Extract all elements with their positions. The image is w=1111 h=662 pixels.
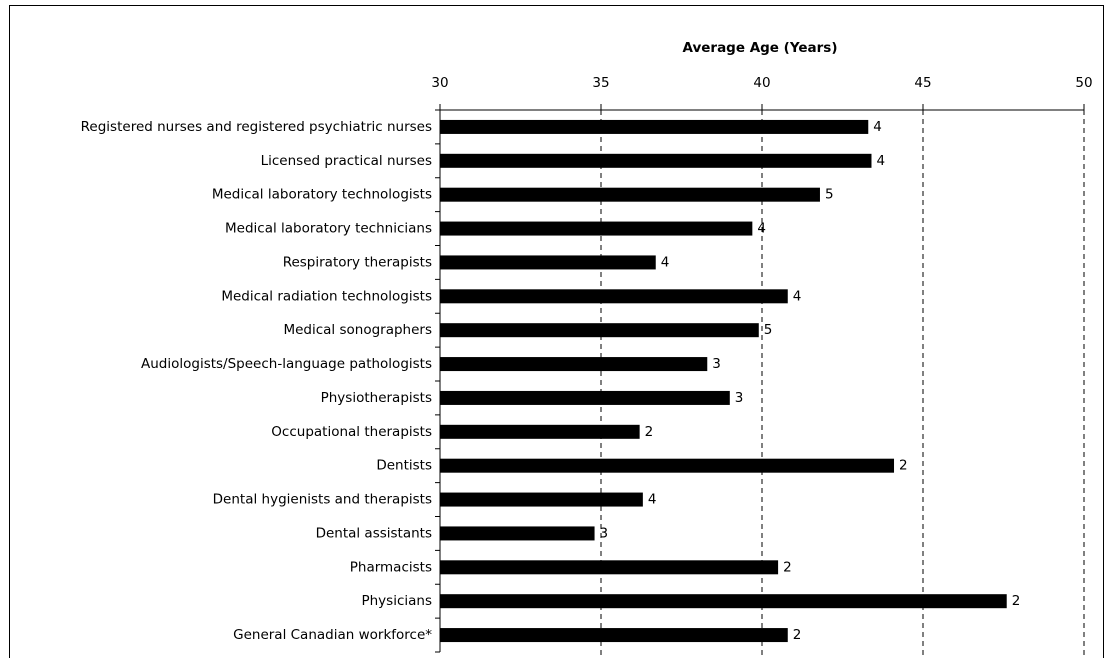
y-tick-label: Medical laboratory technologists [212,187,432,203]
y-tick-label: Audiologists/Speech-language pathologist… [141,356,432,372]
bar-label: 2 [899,458,908,474]
y-tick-label: Occupational therapists [271,424,432,440]
bar [440,119,869,134]
bar-label: 4 [757,221,766,237]
bar-label: 2 [783,559,792,575]
y-tick-label: Physicians [361,593,432,609]
y-tick-label: Dentists [376,458,432,474]
bar-label: 3 [735,390,744,406]
y-tick-label: Physiotherapists [321,390,432,406]
y-tick-label: Medical laboratory technicians [225,221,432,237]
y-tick-label: General Canadian workforce* [233,627,432,643]
bar-label: 2 [793,627,802,643]
bar [440,289,788,304]
bar-label: 4 [876,153,885,169]
x-tick-label: 45 [914,75,931,91]
y-tick-label: Pharmacists [350,559,432,575]
y-tick-label: Medical radiation technologists [221,288,432,304]
x-tick-label: 35 [592,75,609,91]
y-tick-label: Registered nurses and registered psychia… [81,119,432,135]
bar [440,187,820,202]
bar-label: 4 [661,254,670,270]
bar-label: 3 [600,525,609,541]
x-tick-label: 50 [1075,75,1092,91]
frame [9,5,1104,662]
bar [440,255,656,270]
x-tick-label: 40 [753,75,770,91]
bar-label: 4 [648,492,657,508]
bar [440,458,895,473]
bar [440,526,595,541]
bar-label: 5 [825,187,834,203]
y-tick-label: Dental hygienists and therapists [213,492,432,508]
bar-label: 4 [873,119,882,135]
y-tick-label: Respiratory therapists [283,254,432,270]
x-tick-label: 30 [431,75,448,91]
bar [440,221,753,236]
bar [440,560,779,575]
bar [440,492,643,507]
x-axis-title: Average Age (Years) [682,40,837,56]
y-tick-label: Licensed practical nurses [261,153,432,169]
bar [440,323,759,338]
bar [440,594,1007,609]
bar [440,628,788,643]
bar [440,357,708,372]
bar [440,390,730,405]
bar-label: 5 [764,322,773,338]
y-tick-label: Medical sonographers [283,322,432,338]
bar-label: 4 [793,288,802,304]
bar-label: 3 [712,356,721,372]
bar-label: 2 [1012,593,1021,609]
bar [440,153,872,168]
bar [440,424,640,439]
y-tick-label: Dental assistants [316,525,432,541]
bar-label: 2 [645,424,654,440]
